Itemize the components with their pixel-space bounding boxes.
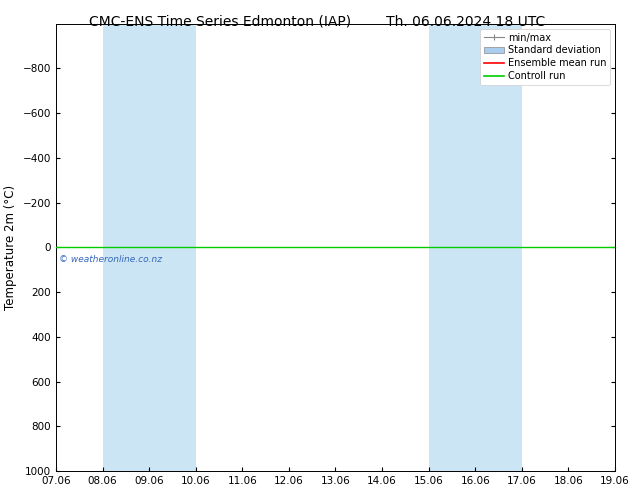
Bar bbox=[429, 24, 522, 471]
Bar bbox=[103, 24, 196, 471]
Bar bbox=[615, 24, 629, 471]
Text: CMC-ENS Time Series Edmonton (IAP)        Th. 06.06.2024 18 UTC: CMC-ENS Time Series Edmonton (IAP) Th. 0… bbox=[89, 15, 545, 29]
Text: © weatheronline.co.nz: © weatheronline.co.nz bbox=[59, 255, 162, 264]
Legend: min/max, Standard deviation, Ensemble mean run, Controll run: min/max, Standard deviation, Ensemble me… bbox=[481, 28, 610, 85]
Y-axis label: Temperature 2m (°C): Temperature 2m (°C) bbox=[4, 185, 17, 310]
